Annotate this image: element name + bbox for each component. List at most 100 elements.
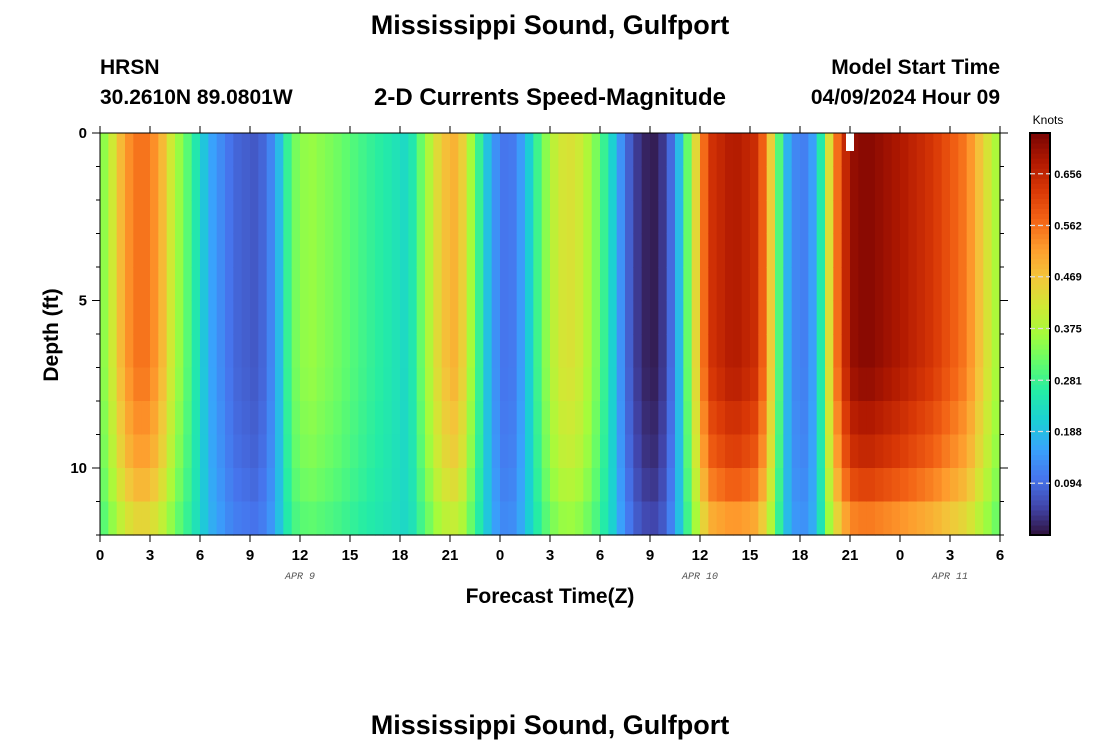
heatmap-cell <box>733 133 743 168</box>
heatmap-cell <box>266 133 276 168</box>
heatmap-cell <box>941 166 951 201</box>
heatmap-cell <box>558 166 568 201</box>
heatmap-cell <box>300 434 309 469</box>
heatmap-cell <box>166 133 176 168</box>
heatmap-cell <box>791 133 801 168</box>
heatmap-cell <box>941 501 951 536</box>
heatmap-cell <box>758 267 768 302</box>
heatmap-cell <box>991 434 1001 469</box>
x-tick-label: 0 <box>96 547 104 564</box>
heatmap-cell <box>241 233 251 268</box>
heatmap-cell <box>791 300 801 335</box>
heatmap-cell <box>666 434 676 469</box>
colorbar-segment <box>1030 519 1050 526</box>
heatmap-cell <box>458 300 468 335</box>
heatmap-cell <box>558 267 568 302</box>
heatmap-cell <box>925 401 934 436</box>
heatmap-cell <box>841 300 851 335</box>
heatmap-cell <box>100 367 109 402</box>
heatmap-cell <box>783 267 793 302</box>
heatmap-cell <box>516 200 526 235</box>
heatmap-cell <box>616 501 626 536</box>
heatmap-cell <box>600 434 609 469</box>
heatmap-cell <box>708 233 718 268</box>
heatmap-cell <box>475 367 484 402</box>
heatmap-cell <box>133 166 143 201</box>
heatmap-cell <box>491 200 501 235</box>
heatmap-cell <box>675 200 684 235</box>
heatmap-cell <box>375 334 384 369</box>
heatmap-cell <box>608 267 618 302</box>
heatmap-cell <box>541 401 551 436</box>
heatmap-cell <box>391 267 401 302</box>
heatmap-cell <box>216 300 226 335</box>
heatmap-cell <box>750 367 759 402</box>
heatmap-cell <box>341 200 351 235</box>
heatmap-cell <box>600 367 609 402</box>
heatmap-cell <box>550 501 559 536</box>
heatmap-cell <box>475 200 484 235</box>
heatmap-cell <box>133 401 143 436</box>
heatmap-cell <box>600 334 609 369</box>
heatmap-cell <box>991 367 1001 402</box>
colorbar-segment <box>1030 369 1050 375</box>
heatmap-cell <box>466 501 476 536</box>
heatmap-cell <box>558 501 568 536</box>
heatmap-cell <box>441 267 451 302</box>
heatmap-cell <box>675 501 684 536</box>
heatmap-cell <box>450 267 459 302</box>
heatmap-cell <box>641 468 651 503</box>
heatmap-cell <box>750 166 759 201</box>
colorbar-segment <box>1030 293 1050 300</box>
heatmap-cell <box>708 200 718 235</box>
heatmap-cell <box>141 300 151 335</box>
heatmap-cell <box>391 468 401 503</box>
heatmap-cell <box>516 300 526 335</box>
heatmap-cell <box>383 200 393 235</box>
heatmap-cell <box>116 367 126 402</box>
heatmap-cell <box>250 468 259 503</box>
heatmap-cell <box>950 501 959 536</box>
x-tick-label: 18 <box>392 547 409 564</box>
heatmap-cell <box>566 334 576 369</box>
heatmap-cell <box>291 133 301 168</box>
heatmap-cell <box>308 133 318 168</box>
heatmap-cell <box>466 468 476 503</box>
heatmap-cell <box>650 401 659 436</box>
heatmap-cell <box>850 166 859 201</box>
heatmap-cell <box>225 468 234 503</box>
heatmap-cell <box>183 267 193 302</box>
heatmap-cell <box>308 367 318 402</box>
heatmap-cell <box>133 200 143 235</box>
heatmap-cell <box>341 501 351 536</box>
heatmap-cell <box>200 367 209 402</box>
heatmap-cell <box>900 166 909 201</box>
heatmap-cell <box>916 401 926 436</box>
heatmap-cell <box>183 233 193 268</box>
heatmap-cell <box>583 334 593 369</box>
heatmap-cell <box>525 468 534 503</box>
colorbar-segment <box>1030 514 1050 521</box>
heatmap-cell <box>358 334 368 369</box>
heatmap-cell <box>133 133 143 168</box>
heatmap-cell <box>891 501 901 536</box>
heatmap-cell <box>750 233 759 268</box>
heatmap-cell <box>708 133 718 168</box>
heatmap-cell <box>875 267 884 302</box>
heatmap-cell <box>466 267 476 302</box>
heatmap-cell <box>666 200 676 235</box>
heatmap-cell <box>750 133 759 168</box>
heatmap-cell <box>641 133 651 168</box>
heatmap-cell <box>316 166 326 201</box>
heatmap-cell <box>925 233 934 268</box>
heatmap-cell <box>550 468 559 503</box>
heatmap-cell <box>291 367 301 402</box>
heatmap-cell <box>691 434 701 469</box>
heatmap-cell <box>850 200 859 235</box>
heatmap-cell <box>691 166 701 201</box>
heatmap-cell <box>941 133 951 168</box>
heatmap-cell <box>950 200 959 235</box>
heatmap-cell <box>158 468 168 503</box>
heatmap-cell <box>416 434 426 469</box>
heatmap-cell <box>933 367 943 402</box>
